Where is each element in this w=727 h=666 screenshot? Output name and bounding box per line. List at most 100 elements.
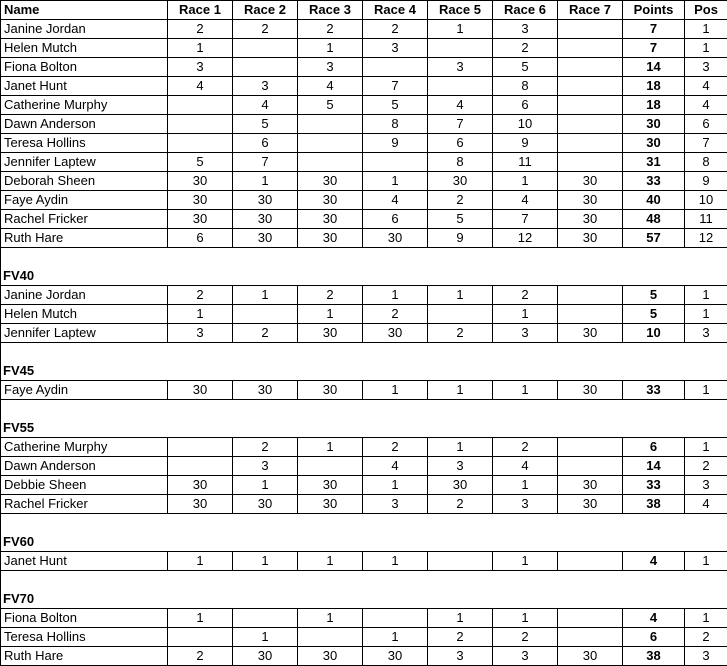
race-7-cell [557,152,623,172]
points-cell: 38 [622,494,685,514]
race-5-cell: 3 [427,456,493,476]
section-gap-row: FV45 [0,342,727,381]
race-2-cell [232,57,298,77]
table-row: Dawn Anderson 5 8 7 10 30 6 [0,114,727,134]
race-3-cell: 1 [297,38,363,58]
race-3-cell: 1 [297,437,363,457]
race-1-cell: 5 [167,152,233,172]
race-3-cell: 30 [297,475,363,495]
name-cell: Dawn Anderson [0,114,168,134]
table-row: Deborah Sheen 30 1 30 1 30 1 30 33 9 [0,171,727,191]
table-row: Teresa Hollins 6 9 6 9 30 7 [0,133,727,153]
race-3-cell: 30 [297,380,363,400]
race-6-cell: 2 [492,437,558,457]
race-7-cell [557,19,623,39]
name-cell: Janine Jordan [0,285,168,305]
name-cell: Deborah Sheen [0,171,168,191]
race-2-cell: 30 [232,646,298,666]
header-row: Name Race 1 Race 2 Race 3 Race 4 Race 5 Race 6… [0,0,727,20]
race-3-cell: 30 [297,323,363,343]
race-3-cell [297,133,363,153]
race-6-cell: 7 [492,209,558,229]
pos-cell: 1 [684,380,727,400]
points-cell: 40 [622,190,685,210]
points-cell: 48 [622,209,685,229]
race-7-cell: 30 [557,171,623,191]
points-cell: 33 [622,171,685,191]
race-6-cell: 4 [492,190,558,210]
race-7-cell [557,304,623,324]
race-7-cell: 30 [557,380,623,400]
column-header-race-5: Race 5 [427,0,493,20]
points-cell: 30 [622,133,685,153]
race-7-cell [557,76,623,96]
race-3-cell: 4 [297,76,363,96]
race-2-cell: 30 [232,380,298,400]
race-3-cell [297,456,363,476]
race-2-cell [232,304,298,324]
section-gap-row: FV60 [0,513,727,552]
table-row: Janine Jordan 2 1 2 1 1 2 5 1 [0,285,727,305]
pos-cell: 4 [684,95,727,115]
race-5-cell [427,304,493,324]
table-row: Rachel Fricker 30 30 30 6 5 7 30 48 11 [0,209,727,229]
race-6-cell: 2 [492,285,558,305]
name-cell: Ruth Hare [0,646,168,666]
race-6-cell: 9 [492,133,558,153]
pos-cell: 3 [684,475,727,495]
race-7-cell: 30 [557,323,623,343]
race-2-cell: 3 [232,456,298,476]
race-5-cell: 7 [427,114,493,134]
pos-cell: 9 [684,171,727,191]
race-5-cell [427,551,493,571]
race-3-cell [297,627,363,647]
race-1-cell [167,114,233,134]
race-4-cell: 1 [362,551,428,571]
table-row: Faye Aydin 30 30 30 1 1 1 30 33 1 [0,380,727,400]
points-cell: 38 [622,646,685,666]
points-cell: 33 [622,475,685,495]
name-cell: Teresa Hollins [0,627,168,647]
race-3-cell: 1 [297,551,363,571]
pos-cell: 2 [684,627,727,647]
race-6-cell: 1 [492,171,558,191]
race-1-cell [167,95,233,115]
race-2-cell: 30 [232,494,298,514]
race-5-cell: 30 [427,171,493,191]
race-5-cell: 1 [427,608,493,628]
section-label-fv70: FV70 [0,570,727,609]
section-label-fv40: FV40 [0,247,727,286]
points-cell: 57 [622,228,685,248]
race-6-cell: 11 [492,152,558,172]
name-cell: Faye Aydin [0,190,168,210]
race-5-cell [427,76,493,96]
pos-cell: 12 [684,228,727,248]
race-3-cell: 1 [297,304,363,324]
race-1-cell: 1 [167,38,233,58]
name-cell: Catherine Murphy [0,437,168,457]
column-header-race-4: Race 4 [362,0,428,20]
name-cell: Janine Jordan [0,19,168,39]
table-row: Catherine Murphy 4 5 5 4 6 18 4 [0,95,727,115]
table-body: Janine Jordan 2 2 2 2 1 3 7 1 Helen Mutch 1 1 3 2 7 1 Fi… [0,19,727,666]
column-header-race-2: Race 2 [232,0,298,20]
race-6-cell: 10 [492,114,558,134]
points-cell: 33 [622,380,685,400]
race-5-cell: 5 [427,209,493,229]
points-cell: 5 [622,285,685,305]
race-4-cell: 8 [362,114,428,134]
race-7-cell: 30 [557,494,623,514]
race-4-cell: 3 [362,494,428,514]
name-cell: Helen Mutch [0,304,168,324]
table-row: Catherine Murphy 2 1 2 1 2 6 1 [0,437,727,457]
race-7-cell [557,608,623,628]
race-3-cell: 2 [297,19,363,39]
race-2-cell: 6 [232,133,298,153]
pos-cell: 4 [684,494,727,514]
section-gap-row: FV40 [0,247,727,286]
points-cell: 14 [622,57,685,77]
race-7-cell [557,114,623,134]
race-5-cell: 30 [427,475,493,495]
name-cell: Janet Hunt [0,551,168,571]
name-cell: Jennifer Laptew [0,323,168,343]
